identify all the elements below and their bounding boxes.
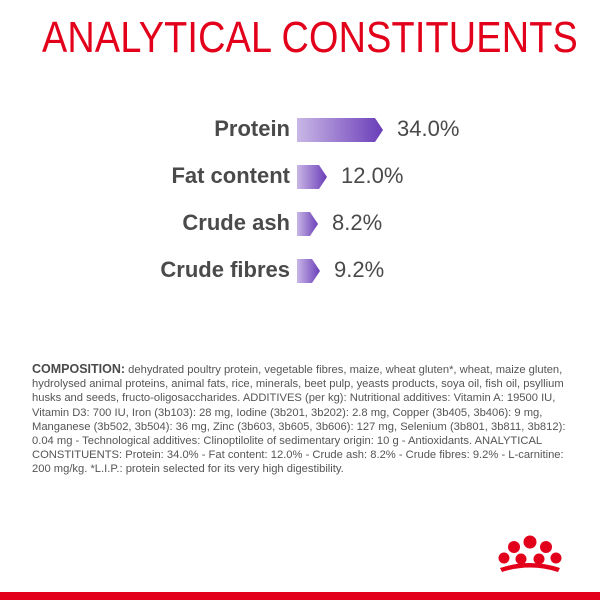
bar-label: Crude fibres: [160, 257, 290, 282]
crown-logo-icon: [498, 535, 562, 572]
bar-label: Protein: [214, 116, 290, 141]
bar-row: Protein 34.0%: [0, 111, 600, 147]
composition-body: dehydrated poultry protein, vegetable fi…: [32, 364, 566, 476]
bar-label: Fat content: [171, 163, 290, 188]
bar-value-label: 9.2%: [334, 257, 385, 282]
composition-text: COMPOSITION: dehydrated poultry protein,…: [32, 362, 570, 477]
bar: [297, 165, 327, 189]
page-title: ANALYTICAL CONSTITUENTS: [42, 13, 578, 62]
bar: [297, 118, 383, 142]
bar-value-label: 12.0%: [341, 163, 404, 188]
bar: [297, 259, 320, 283]
bar-row: Crude fibres 9.2%: [0, 252, 600, 288]
bar: [297, 212, 318, 236]
composition-lead: COMPOSITION:: [32, 362, 126, 376]
bottom-brand-bar: [0, 592, 600, 600]
bar-label: Crude ash: [182, 210, 290, 235]
bar-value-label: 8.2%: [332, 210, 383, 235]
bar-row: Crude ash 8.2%: [0, 205, 600, 241]
bar-row: Fat content 12.0%: [0, 158, 600, 194]
bar-value-label: 34.0%: [397, 116, 460, 141]
